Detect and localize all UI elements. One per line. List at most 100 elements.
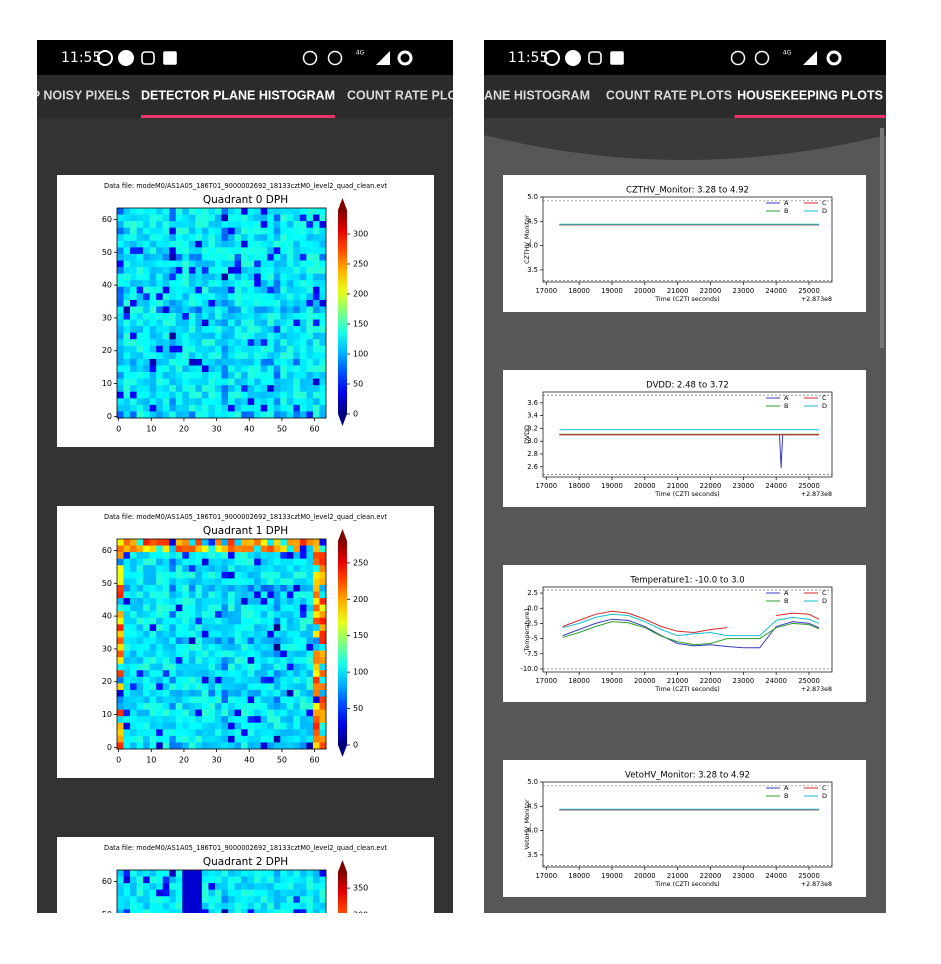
x-tick-label: 25000 xyxy=(798,872,820,880)
x-tick-label: 24000 xyxy=(765,482,787,490)
y-tick-label: 0 xyxy=(107,743,112,752)
x-tick-label: 30 xyxy=(212,425,222,434)
plot-title: DVDD: 2.48 to 3.72 xyxy=(646,381,729,391)
tab[interactable]: OP NOISY PIXELS xyxy=(22,88,130,102)
y-tick-label: 60 xyxy=(102,877,112,886)
y-tick-label: 60 xyxy=(102,215,112,224)
tab-bar xyxy=(37,75,453,118)
x-tick-label: 18000 xyxy=(568,872,590,880)
network-type: 4G xyxy=(356,50,365,57)
y-tick-label: 3.2 xyxy=(527,424,538,432)
colorbar-arrow xyxy=(338,414,347,426)
x-tick-label: 22000 xyxy=(700,872,722,880)
y-tick-label: 2.6 xyxy=(527,463,538,471)
y-tick-label: 40 xyxy=(102,612,112,621)
colorbar-tick-label: 350 xyxy=(353,884,368,893)
x-tick-label: 21000 xyxy=(667,482,689,490)
x-tick-label: 23000 xyxy=(733,677,755,685)
plot-frame xyxy=(542,781,833,868)
x-tick-label: 40 xyxy=(244,756,254,765)
x-tick-label: 19000 xyxy=(601,287,623,295)
status-icon xyxy=(730,50,746,66)
x-offset: +2.873e8 xyxy=(801,686,832,693)
legend-label: A xyxy=(784,589,789,597)
colorbar-tick-label: 250 xyxy=(353,558,368,567)
y-tick-label: 3.0 xyxy=(527,437,538,445)
legend-label: C xyxy=(822,199,827,207)
x-tick-label: 20000 xyxy=(634,677,656,685)
colorbar-tick-label: 300 xyxy=(353,230,368,239)
y-tick-label: 50 xyxy=(102,248,112,257)
legend-label: D xyxy=(822,597,827,605)
legend-label: C xyxy=(822,589,827,597)
x-axis-label: Time (CZTI seconds) xyxy=(654,296,719,303)
status-icon xyxy=(141,51,155,65)
colorbar-arrow xyxy=(338,529,347,541)
y-tick-label: 20 xyxy=(102,677,112,686)
colorbar-arrow xyxy=(338,198,347,210)
status-bar xyxy=(484,40,886,75)
x-tick-label: 17000 xyxy=(535,872,557,880)
legend-label: D xyxy=(822,207,827,215)
tab[interactable]: DETECTOR PLANE HISTOGRAM xyxy=(141,88,335,102)
y-tick-label: 3.6 xyxy=(527,399,538,407)
x-tick-label: 19000 xyxy=(601,482,623,490)
heatmap-frame xyxy=(116,869,327,913)
legend-label: D xyxy=(822,402,827,410)
phone-screen: 11:55 4G OP NOISY PIXELS DETECTOR PLANE HIS… xyxy=(22,40,457,919)
status-icon xyxy=(327,50,343,66)
x-axis-label: Time (CZTI seconds) xyxy=(654,881,719,888)
plot-card xyxy=(503,370,866,507)
status-icon xyxy=(163,51,177,65)
status-icon xyxy=(826,50,842,66)
tab[interactable]: PLANE HISTOGRAM xyxy=(468,88,590,102)
y-tick-label: 5.0 xyxy=(527,193,538,201)
colorbar xyxy=(338,541,347,745)
series-line xyxy=(562,610,820,634)
plot-title: VetoHV_Monitor: 3.28 to 4.92 xyxy=(625,771,750,781)
x-tick-label: 25000 xyxy=(798,482,820,490)
x-axis-label: Time (CZTI seconds) xyxy=(654,491,719,498)
x-tick-label: 19000 xyxy=(601,872,623,880)
x-tick-label: 40 xyxy=(244,425,254,434)
x-tick-label: 18000 xyxy=(568,677,590,685)
plot-title: Quadrant 0 DPH xyxy=(203,194,288,206)
series-line xyxy=(562,618,820,649)
x-tick-label: 22000 xyxy=(700,482,722,490)
tab[interactable]: COUNT RATE PLO xyxy=(347,88,457,102)
tab[interactable]: HOUSEKEEPING PLOTS xyxy=(737,88,883,102)
status-icon xyxy=(565,50,581,66)
data-file: Data file: modeM0/AS1A05_186T01_90000026… xyxy=(104,844,387,852)
x-offset: +2.873e8 xyxy=(801,491,832,498)
tab[interactable]: COUNT RATE PLOTS xyxy=(606,88,732,102)
x-tick-label: 17000 xyxy=(535,482,557,490)
x-tick-label: 25000 xyxy=(798,677,820,685)
x-tick-label: 20 xyxy=(179,425,189,434)
scrollbar xyxy=(880,128,884,348)
colorbar-tick-label: 0 xyxy=(353,410,358,419)
x-tick-label: 10 xyxy=(146,425,156,434)
status-time: 11:55 xyxy=(61,50,101,66)
y-tick-label: 2.8 xyxy=(527,450,538,458)
data-file: Data file: modeM0/AS1A05_186T01_90000026… xyxy=(104,513,387,521)
x-tick-label: 24000 xyxy=(765,872,787,880)
y-tick-label: 20 xyxy=(102,346,112,355)
x-tick-label: 22000 xyxy=(700,677,722,685)
legend-label: C xyxy=(822,784,827,792)
signal-icon xyxy=(376,51,390,65)
y-tick-label: 4.5 xyxy=(527,802,538,810)
y-tick-label: 30 xyxy=(102,313,112,322)
x-tick-label: 20 xyxy=(179,756,189,765)
colorbar xyxy=(338,872,347,913)
y-tick-label: 50 xyxy=(102,910,112,919)
x-tick-label: 23000 xyxy=(733,482,755,490)
colorbar-tick-label: 300 xyxy=(353,910,368,919)
network-type: 4G xyxy=(783,50,792,57)
legend-label: B xyxy=(784,207,788,215)
x-tick-label: 50 xyxy=(277,756,287,765)
y-tick-label: 2.5 xyxy=(527,589,538,597)
x-tick-label: 0 xyxy=(116,756,121,765)
y-tick-label: 60 xyxy=(102,546,112,555)
y-tick-label: 4.5 xyxy=(527,217,538,225)
status-time: 11:55 xyxy=(508,50,548,66)
